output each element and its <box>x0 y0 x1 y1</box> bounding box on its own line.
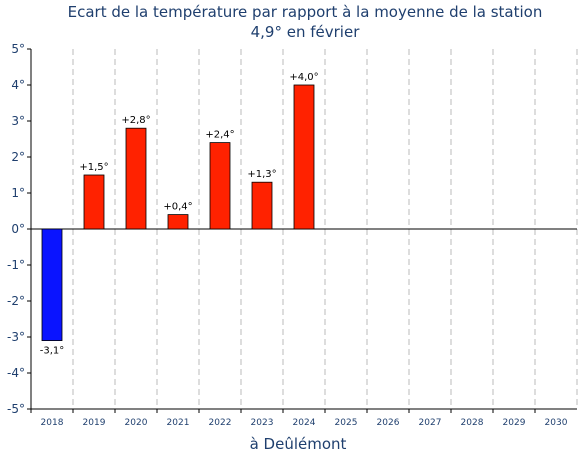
y-tick-label: 1° <box>11 186 25 200</box>
chart-subtitle: 4,9° en février <box>251 23 361 41</box>
bar-2019 <box>83 174 105 230</box>
bar-2018 <box>41 228 63 341</box>
data-label-2020: +2,8° <box>121 115 150 126</box>
data-label-2018: -3,1° <box>40 346 65 357</box>
x-tick-label: 2028 <box>461 418 484 428</box>
x-tick-labels: 2018 2019 2020 2021 2022 2023 2024 2025 2026 2027… <box>30 409 568 428</box>
data-label-2021: +0,4° <box>163 202 192 213</box>
bar-2022 <box>209 142 231 230</box>
bar-2021 <box>167 214 189 230</box>
y-tick-label: -5° <box>7 402 25 416</box>
y-tick-label: 2° <box>11 150 25 164</box>
y-tick-label: 4° <box>11 78 25 92</box>
bar-2020 <box>125 127 147 230</box>
x-tick-label: 2018 <box>41 418 64 428</box>
y-tick-label: 3° <box>11 114 25 128</box>
x-tick-label: 2022 <box>209 418 232 428</box>
bar-2023 <box>251 181 273 230</box>
bars <box>41 84 315 341</box>
data-label-2019: +1,5° <box>79 162 108 173</box>
data-label-2023: +1,3° <box>247 169 276 180</box>
y-tick-label: 0° <box>11 222 25 236</box>
y-tick-label: -4° <box>7 366 25 380</box>
chart-title: Ecart de la température par rapport à la… <box>68 3 543 21</box>
x-axis-label: à Deûlémont <box>250 435 347 453</box>
y-tick-label: -3° <box>7 330 25 344</box>
bar-2024 <box>293 84 315 230</box>
y-tick-label: -1° <box>7 258 25 272</box>
data-label-2024: +4,0° <box>289 72 318 83</box>
data-label-2022: +2,4° <box>205 130 234 141</box>
x-tick-label: 2027 <box>419 418 442 428</box>
x-tick-label: 2030 <box>545 418 568 428</box>
x-tick-label: 2029 <box>503 418 526 428</box>
x-tick-label: 2024 <box>293 418 316 428</box>
x-tick-label: 2025 <box>335 418 358 428</box>
x-tick-label: 2021 <box>167 418 190 428</box>
x-tick-label: 2020 <box>125 418 148 428</box>
x-tick-label: 2023 <box>251 418 274 428</box>
y-tick-labels: 5° 4° 3° 2° 1° 0° -1° -2° -3° -4° -5° <box>7 42 31 416</box>
y-tick-label: -2° <box>7 294 25 308</box>
y-tick-label: 5° <box>11 42 25 56</box>
x-tick-label: 2026 <box>377 418 400 428</box>
data-labels: -3,1° +1,5° +2,8° +0,4° +2,4° +1,3° +4,0° <box>40 72 319 357</box>
x-tick-label: 2019 <box>83 418 106 428</box>
